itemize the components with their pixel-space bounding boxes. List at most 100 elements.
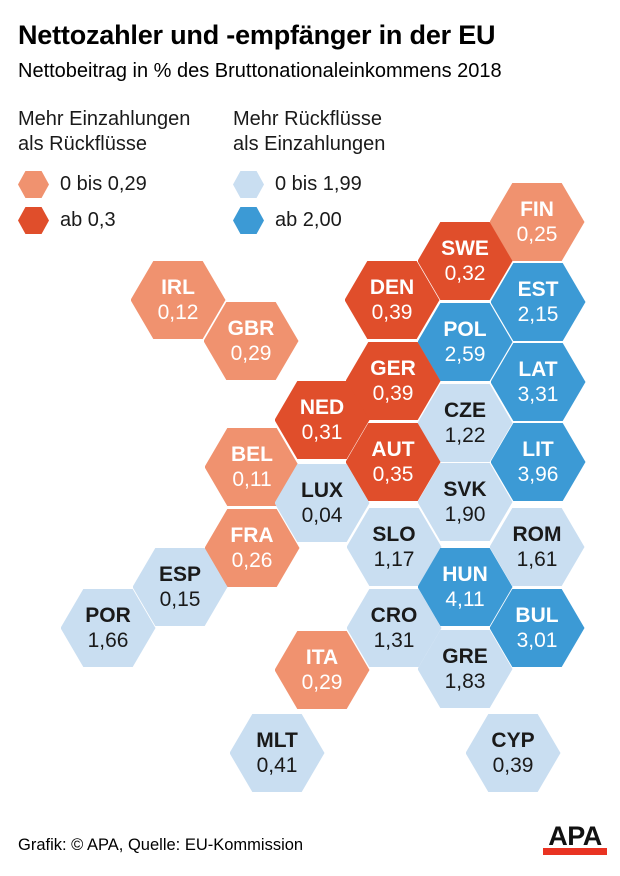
country-value: 0,32 [444, 262, 486, 285]
apa-logo-text: APA [548, 821, 602, 851]
hex-tile-AUT: AUT 0,35 [345, 423, 441, 501]
legend-label: ab 0,3 [60, 209, 116, 231]
hex-tile-IRL: IRL 0,12 [130, 261, 226, 339]
country-code: FRA [230, 524, 274, 547]
hex-tile-CYP: CYP 0,39 [465, 714, 561, 792]
country-code: ITA [305, 646, 339, 669]
hex-tile-GER: GER 0,39 [345, 342, 441, 420]
country-code: ROM [512, 523, 562, 546]
country-code: LIT [522, 438, 554, 461]
country-value: 1,83 [444, 670, 486, 693]
country-value: 1,61 [516, 548, 558, 571]
legend-payers-header-line2: als Rückflüsse [18, 133, 147, 155]
hex-tile-SVK: SVK 1,90 [417, 463, 513, 541]
hex-tile-CRO: CRO 1,31 [346, 589, 442, 667]
country-code: NED [299, 396, 345, 419]
hex-tile-DEN: DEN 0,39 [344, 261, 440, 339]
hex-tile-ITA: ITA 0,29 [274, 631, 370, 709]
hex-tile-ROM: ROM 1,61 [489, 508, 585, 586]
country-code: MLT [256, 729, 298, 752]
hex-tile-BUL: BUL 3,01 [489, 589, 585, 667]
country-value: 1,31 [373, 629, 415, 652]
country-value: 0,39 [492, 754, 534, 777]
country-value: 0,39 [372, 382, 414, 405]
country-code: ESP [158, 563, 202, 586]
country-code: AUT [371, 438, 415, 461]
legend-receivers-header-line2: als Einzahlungen [233, 133, 386, 155]
country-value: 0,12 [157, 301, 199, 324]
country-value: 0,11 [232, 468, 272, 491]
country-code: GER [370, 357, 416, 380]
country-value: 1,22 [444, 424, 486, 447]
legend-label: 0 bis 0,29 [60, 173, 147, 195]
hex-tile-SLO: SLO 1,17 [346, 508, 442, 586]
country-code: POR [85, 604, 131, 627]
legend-payers-rows: 0 bis 0,29 ab 0,3 [18, 171, 230, 234]
hex-tile-NED: NED 0,31 [274, 381, 370, 459]
legend-label: 0 bis 1,99 [275, 173, 362, 195]
legend-receivers-rows: 0 bis 1,99 ab 2,00 [233, 171, 445, 234]
hex-tile-POL: POL 2,59 [417, 303, 513, 381]
page-subtitle: Nettobeitrag in % des Bruttonationaleink… [18, 60, 502, 82]
country-code: IRL [161, 276, 195, 299]
page-title: Nettozahler und -empfänger in der EU [18, 20, 496, 50]
source-credit: Grafik: © APA, Quelle: EU-Kommission [18, 836, 304, 854]
hex-tile-BEL: BEL 0,11 [204, 428, 300, 506]
country-value: 3,01 [516, 629, 558, 652]
country-code: LUX [301, 479, 343, 502]
legend-item: ab 2,00 [233, 207, 445, 234]
country-value: 2,15 [517, 303, 559, 326]
country-value: 0,04 [301, 504, 343, 527]
country-code: SWE [441, 237, 489, 260]
country-code: CRO [370, 604, 418, 627]
country-value: 3,31 [517, 383, 559, 406]
country-code: GBR [227, 317, 275, 340]
legend-item: 0 bis 1,99 [233, 171, 445, 198]
country-value: 1,17 [373, 548, 415, 571]
country-code: BEL [231, 443, 273, 466]
country-code: HUN [442, 563, 488, 586]
legend-label: ab 2,00 [275, 209, 342, 231]
apa-logo-red-bar [543, 848, 607, 855]
hex-tile-LUX: LUX 0,04 [274, 464, 370, 542]
legend-payers-header: Mehr Einzahlungen als Rückflüsse [18, 107, 230, 157]
country-value: 1,90 [444, 503, 486, 526]
hex-tile-LAT: LAT 3,31 [490, 343, 586, 421]
country-code: GRE [442, 645, 488, 668]
hex-tile-CZE: CZE 1,22 [417, 384, 513, 462]
legend-payers-header-line1: Mehr Einzahlungen [18, 108, 191, 130]
country-value: 2,59 [444, 343, 486, 366]
country-value: 0,26 [231, 549, 273, 572]
country-value: 1,66 [87, 629, 129, 652]
legend-receivers-header-line1: Mehr Rückflüsse [233, 108, 382, 130]
hex-tile-EST: EST 2,15 [490, 263, 586, 341]
legend-swatch-hexagon-icon [233, 207, 264, 234]
country-value: 0,31 [301, 421, 343, 444]
country-value: 4,11 [445, 588, 485, 611]
country-code: CZE [444, 399, 486, 422]
country-code: LAT [518, 358, 558, 381]
legend-swatch-hexagon-icon [18, 207, 49, 234]
legend-payers: Mehr Einzahlungen als Rückflüsse 0 bis 0… [18, 107, 230, 243]
legend-receivers: Mehr Rückflüsse als Einzahlungen 0 bis 1… [233, 107, 445, 243]
country-value: 0,15 [159, 588, 201, 611]
legend-item: ab 0,3 [18, 207, 230, 234]
country-code: BUL [515, 604, 559, 627]
country-code: FIN [520, 198, 554, 221]
country-code: EST [517, 278, 559, 301]
country-value: 0,35 [372, 463, 414, 486]
hex-tile-GBR: GBR 0,29 [203, 302, 299, 380]
country-value: 0,39 [371, 301, 413, 324]
legend-swatch-hexagon-icon [18, 171, 49, 198]
legend-item: 0 bis 0,29 [18, 171, 230, 198]
hex-tile-FRA: FRA 0,26 [204, 509, 300, 587]
legend-swatch-hexagon-icon [233, 171, 264, 198]
country-code: SLO [372, 523, 416, 546]
hex-tile-GRE: GRE 1,83 [417, 630, 513, 708]
hex-tile-HUN: HUN 4,11 [417, 548, 513, 626]
country-code: SVK [443, 478, 487, 501]
country-code: POL [443, 318, 487, 341]
country-value: 0,41 [256, 754, 298, 777]
